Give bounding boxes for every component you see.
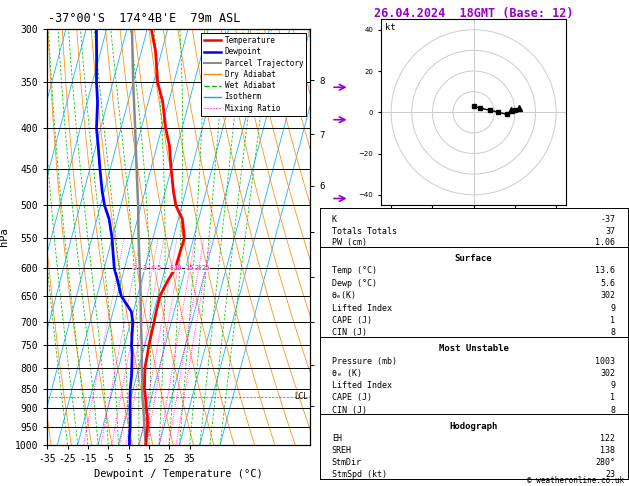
Text: © weatheronline.co.uk: © weatheronline.co.uk	[528, 476, 625, 485]
Text: Most Unstable: Most Unstable	[438, 344, 509, 353]
Text: 138: 138	[601, 446, 615, 455]
Text: 302: 302	[601, 369, 615, 378]
Text: 1.06: 1.06	[596, 239, 615, 247]
Text: 25: 25	[201, 265, 210, 271]
Text: Lifted Index: Lifted Index	[332, 304, 392, 312]
Text: EH: EH	[332, 434, 342, 443]
Text: StmDir: StmDir	[332, 458, 362, 467]
Text: Hodograph: Hodograph	[450, 421, 498, 431]
Text: CIN (J): CIN (J)	[332, 406, 367, 415]
Text: CIN (J): CIN (J)	[332, 328, 367, 337]
Text: -37°00'S  174°4B'E  79m ASL: -37°00'S 174°4B'E 79m ASL	[48, 12, 241, 25]
Text: 3: 3	[143, 265, 147, 271]
Text: 26.04.2024  18GMT (Base: 12): 26.04.2024 18GMT (Base: 12)	[374, 7, 574, 20]
Text: θₑ(K): θₑ(K)	[332, 291, 357, 300]
Text: 4: 4	[150, 265, 155, 271]
Text: kt: kt	[384, 23, 395, 32]
Text: θₑ (K): θₑ (K)	[332, 369, 362, 378]
Y-axis label: hPa: hPa	[0, 227, 9, 246]
Text: StmSpd (kt): StmSpd (kt)	[332, 470, 387, 479]
Text: CAPE (J): CAPE (J)	[332, 393, 372, 402]
Text: 8: 8	[169, 265, 174, 271]
Text: 8: 8	[610, 328, 615, 337]
Text: 302: 302	[601, 291, 615, 300]
Text: SREH: SREH	[332, 446, 352, 455]
Text: Pressure (mb): Pressure (mb)	[332, 357, 397, 365]
Text: 9: 9	[610, 381, 615, 390]
Text: 15: 15	[186, 265, 194, 271]
Text: 5.6: 5.6	[601, 279, 615, 288]
Text: Lifted Index: Lifted Index	[332, 381, 392, 390]
Y-axis label: km
ASL: km ASL	[320, 218, 335, 237]
Text: LCL: LCL	[294, 392, 308, 401]
Text: 1: 1	[610, 316, 615, 325]
Text: 122: 122	[601, 434, 615, 443]
Text: 1003: 1003	[596, 357, 615, 365]
Text: 1: 1	[116, 265, 120, 271]
Text: Temp (°C): Temp (°C)	[332, 266, 377, 276]
Text: 37: 37	[606, 227, 615, 236]
Text: 8: 8	[610, 406, 615, 415]
X-axis label: Dewpoint / Temperature (°C): Dewpoint / Temperature (°C)	[94, 469, 263, 479]
Legend: Temperature, Dewpoint, Parcel Trajectory, Dry Adiabat, Wet Adiabat, Isotherm, Mi: Temperature, Dewpoint, Parcel Trajectory…	[201, 33, 306, 116]
Text: 23: 23	[606, 470, 615, 479]
Text: Totals Totals: Totals Totals	[332, 227, 397, 236]
Text: 2: 2	[133, 265, 137, 271]
Text: CAPE (J): CAPE (J)	[332, 316, 372, 325]
Text: 280°: 280°	[596, 458, 615, 467]
Text: 5: 5	[156, 265, 160, 271]
Text: Surface: Surface	[455, 254, 493, 263]
Text: PW (cm): PW (cm)	[332, 239, 367, 247]
Text: 13.6: 13.6	[596, 266, 615, 276]
Text: 10: 10	[174, 265, 182, 271]
Text: 20: 20	[194, 265, 203, 271]
Text: 1: 1	[610, 393, 615, 402]
Text: K: K	[332, 215, 337, 224]
Text: 9: 9	[610, 304, 615, 312]
Text: Dewp (°C): Dewp (°C)	[332, 279, 377, 288]
Text: -37: -37	[601, 215, 615, 224]
